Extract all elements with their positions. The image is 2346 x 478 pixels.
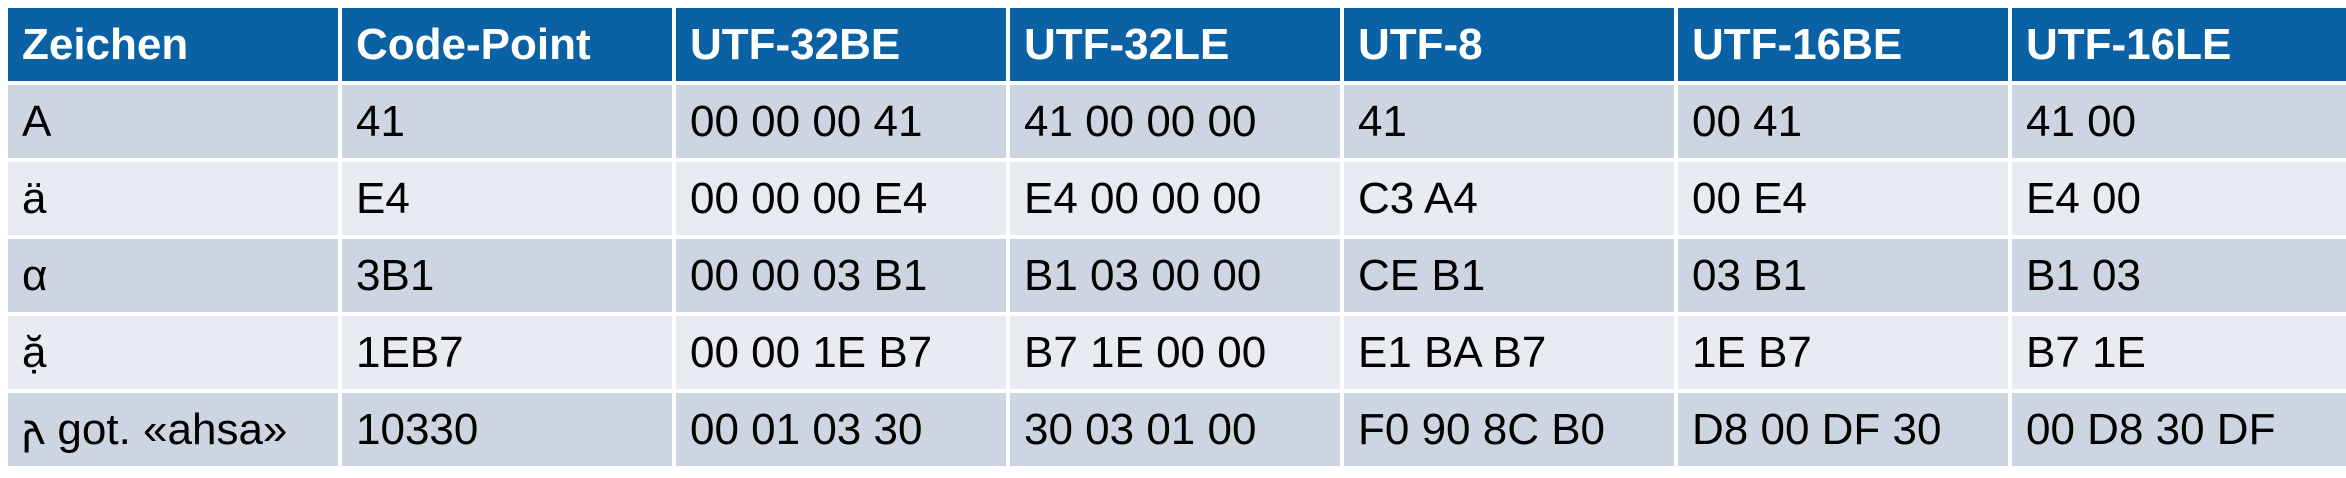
cell-utf-32le: 41 00 00 00 (1010, 85, 1340, 158)
cell-utf-32be: 00 00 1E B7 (676, 316, 1006, 389)
cell-utf-8: C3 A4 (1344, 162, 1674, 235)
cell-utf-32be: 00 00 00 E4 (676, 162, 1006, 235)
table-row: A 41 00 00 00 41 41 00 00 00 41 00 41 41… (8, 85, 2346, 158)
cell-utf-8: 41 (1344, 85, 1674, 158)
cell-utf-32le: 30 03 01 00 (1010, 393, 1340, 466)
cell-code-point: E4 (342, 162, 672, 235)
header-utf-32be: UTF-32BE (676, 8, 1006, 81)
cell-utf-8: CE B1 (1344, 239, 1674, 312)
cell-utf-8: F0 90 8C B0 (1344, 393, 1674, 466)
header-utf-8: UTF-8 (1344, 8, 1674, 81)
header-utf-16be: UTF-16BE (1678, 8, 2008, 81)
table-row: ặ 1EB7 00 00 1E B7 B7 1E 00 00 E1 BA B7 … (8, 316, 2346, 389)
cell-utf-16be: 00 41 (1678, 85, 2008, 158)
cell-zeichen: ặ (8, 316, 338, 389)
cell-utf-32le: B7 1E 00 00 (1010, 316, 1340, 389)
cell-code-point: 3B1 (342, 239, 672, 312)
cell-code-point: 41 (342, 85, 672, 158)
cell-utf-16be: D8 00 DF 30 (1678, 393, 2008, 466)
encoding-table-container: Zeichen Code-Point UTF-32BE UTF-32LE UTF… (8, 8, 2346, 466)
header-utf-32le: UTF-32LE (1010, 8, 1340, 81)
cell-zeichen: ä (8, 162, 338, 235)
header-zeichen: Zeichen (8, 8, 338, 81)
cell-utf-16le: B7 1E (2012, 316, 2346, 389)
header-code-point: Code-Point (342, 8, 672, 81)
table-row: α 3B1 00 00 03 B1 B1 03 00 00 CE B1 03 B… (8, 239, 2346, 312)
table-row: ä E4 00 00 00 E4 E4 00 00 00 C3 A4 00 E4… (8, 162, 2346, 235)
header-row: Zeichen Code-Point UTF-32BE UTF-32LE UTF… (8, 8, 2346, 81)
cell-zeichen: A (8, 85, 338, 158)
cell-utf-32le: E4 00 00 00 (1010, 162, 1340, 235)
cell-utf-16le: B1 03 (2012, 239, 2346, 312)
cell-zeichen: 𐌰 got. «ahsa» (8, 393, 338, 466)
cell-code-point: 1EB7 (342, 316, 672, 389)
cell-zeichen: α (8, 239, 338, 312)
cell-utf-32le: B1 03 00 00 (1010, 239, 1340, 312)
cell-utf-16le: 00 D8 30 DF (2012, 393, 2346, 466)
cell-utf-16be: 03 B1 (1678, 239, 2008, 312)
cell-utf-32be: 00 00 03 B1 (676, 239, 1006, 312)
table-row: 𐌰 got. «ahsa» 10330 00 01 03 30 30 03 01… (8, 393, 2346, 466)
cell-code-point: 10330 (342, 393, 672, 466)
cell-utf-8: E1 BA B7 (1344, 316, 1674, 389)
cell-utf-16le: 41 00 (2012, 85, 2346, 158)
cell-utf-32be: 00 00 00 41 (676, 85, 1006, 158)
cell-utf-16be: 1E B7 (1678, 316, 2008, 389)
header-utf-16le: UTF-16LE (2012, 8, 2346, 81)
cell-utf-16le: E4 00 (2012, 162, 2346, 235)
encoding-table: Zeichen Code-Point UTF-32BE UTF-32LE UTF… (4, 4, 2346, 470)
cell-utf-16be: 00 E4 (1678, 162, 2008, 235)
cell-utf-32be: 00 01 03 30 (676, 393, 1006, 466)
